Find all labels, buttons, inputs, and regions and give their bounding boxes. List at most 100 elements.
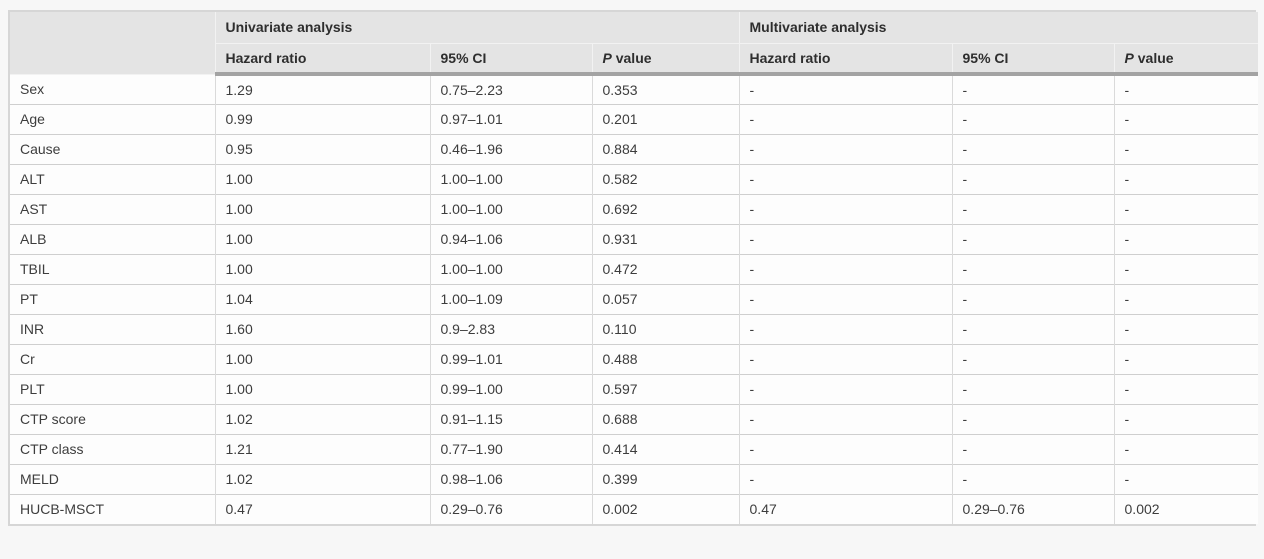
- col-header-uni-p-value: P value: [591, 43, 740, 76]
- uni-hazard-ratio-cell: 1.00: [214, 223, 430, 254]
- variable-cell: CTP score: [10, 403, 215, 434]
- uni-hazard-ratio-cell: 1.02: [214, 463, 430, 494]
- uni-ci-cell: 0.9–2.83: [429, 313, 592, 344]
- uni-ci-cell: 1.00–1.00: [429, 193, 592, 224]
- uni-hazard-ratio-cell: 0.95: [214, 133, 430, 164]
- corner-header-cell: [10, 12, 215, 75]
- uni-ci-cell: 0.99–1.01: [429, 343, 592, 374]
- multi-ci-cell: -: [951, 313, 1115, 344]
- multi-hazard-ratio-cell: -: [738, 373, 953, 404]
- multi-hazard-ratio-cell: -: [738, 283, 953, 314]
- col-header-uni-hazard-ratio: Hazard ratio: [214, 43, 430, 76]
- header-sub-row: Hazard ratio 95% CI P value Hazard ratio…: [10, 43, 1259, 76]
- multi-p-value-cell: -: [1113, 463, 1259, 494]
- variable-cell: HUCB-MSCT: [10, 493, 215, 524]
- multi-p-value-cell: -: [1113, 403, 1259, 434]
- variable-cell: INR: [10, 313, 215, 344]
- multi-p-value-cell: -: [1113, 433, 1259, 464]
- multi-p-value-cell: -: [1113, 313, 1259, 344]
- multi-hazard-ratio-cell: -: [738, 313, 953, 344]
- table-row: AST 1.00 1.00–1.00 0.692- - -: [10, 193, 1259, 224]
- variable-cell: MELD: [10, 463, 215, 494]
- col-header-multi-p-value: P value: [1113, 43, 1259, 76]
- multi-ci-cell: -: [951, 283, 1115, 314]
- uni-hazard-ratio-cell: 1.04: [214, 283, 430, 314]
- uni-p-value-cell: 0.472: [591, 253, 740, 284]
- uni-hazard-ratio-cell: 1.02: [214, 403, 430, 434]
- uni-p-value-cell: 0.414: [591, 433, 740, 464]
- variable-cell: PLT: [10, 373, 215, 404]
- uni-hazard-ratio-cell: 1.00: [214, 373, 430, 404]
- variable-cell: Cause: [10, 133, 215, 164]
- col-header-multi-hazard-ratio: Hazard ratio: [738, 43, 953, 76]
- variable-cell: Sex: [10, 74, 215, 104]
- table-row: Age 0.99 0.97–1.01 0.201- - -: [10, 103, 1259, 134]
- table-row: MELD 1.02 0.98–1.06 0.399- - -: [10, 463, 1259, 494]
- table-row: Cr 1.00 0.99–1.01 0.488- - -: [10, 343, 1259, 374]
- multi-p-value-cell: -: [1113, 163, 1259, 194]
- uni-p-value-cell: 0.110: [591, 313, 740, 344]
- uni-p-value-cell: 0.057: [591, 283, 740, 314]
- multi-ci-cell: -: [951, 103, 1115, 134]
- uni-hazard-ratio-cell: 1.60: [214, 313, 430, 344]
- uni-ci-cell: 0.97–1.01: [429, 103, 592, 134]
- uni-p-value-cell: 0.597: [591, 373, 740, 404]
- multi-p-value-cell: -: [1113, 253, 1259, 284]
- uni-ci-cell: 0.75–2.23: [429, 74, 592, 104]
- p-value-label-rest: value: [1133, 49, 1174, 66]
- multi-ci-cell: -: [951, 253, 1115, 284]
- multi-ci-cell: -: [951, 74, 1115, 104]
- p-value-label-rest: value: [611, 49, 652, 66]
- uni-p-value-cell: 0.931: [591, 223, 740, 254]
- table-row: ALT 1.00 1.00–1.00 0.582- - -: [10, 163, 1259, 194]
- multi-ci-cell: -: [951, 343, 1115, 374]
- uni-ci-cell: 0.29–0.76: [429, 493, 592, 524]
- variable-cell: TBIL: [10, 253, 215, 284]
- table-row: Cause 0.95 0.46–1.96 0.884- - -: [10, 133, 1259, 164]
- variable-cell: ALT: [10, 163, 215, 194]
- uni-p-value-cell: 0.353: [591, 74, 740, 104]
- table-row: CTP score 1.02 0.91–1.15 0.688- - -: [10, 403, 1259, 434]
- multi-ci-cell: -: [951, 223, 1115, 254]
- uni-hazard-ratio-cell: 1.21: [214, 433, 430, 464]
- multi-ci-cell: -: [951, 133, 1115, 164]
- uni-ci-cell: 1.00–1.00: [429, 163, 592, 194]
- multi-hazard-ratio-cell: -: [738, 74, 953, 104]
- multi-hazard-ratio-cell: -: [738, 103, 953, 134]
- group-header-multivariate: Multivariate analysis: [738, 12, 1259, 44]
- multi-ci-cell: -: [951, 373, 1115, 404]
- variable-cell: CTP class: [10, 433, 215, 464]
- multi-hazard-ratio-cell: -: [738, 133, 953, 164]
- table-row: CTP class 1.21 0.77–1.90 0.414- - -: [10, 433, 1259, 464]
- uni-p-value-cell: 0.692: [591, 193, 740, 224]
- uni-ci-cell: 0.98–1.06: [429, 463, 592, 494]
- multi-p-value-cell: 0.002: [1113, 493, 1259, 524]
- uni-hazard-ratio-cell: 1.00: [214, 253, 430, 284]
- table-row: ALB 1.00 0.94–1.06 0.931- - -: [10, 223, 1259, 254]
- multi-hazard-ratio-cell: -: [738, 223, 953, 254]
- multi-hazard-ratio-cell: 0.47: [738, 493, 953, 524]
- uni-p-value-cell: 0.488: [591, 343, 740, 374]
- uni-ci-cell: 0.91–1.15: [429, 403, 592, 434]
- header-group-row: Univariate analysis Multivariate analysi…: [10, 12, 1259, 75]
- multi-p-value-cell: -: [1113, 223, 1259, 254]
- multi-p-value-cell: -: [1113, 343, 1259, 374]
- analysis-table-container: Univariate analysis Multivariate analysi…: [8, 10, 1259, 526]
- multi-ci-cell: -: [951, 193, 1115, 224]
- p-value-italic-letter: P: [1124, 49, 1134, 66]
- uni-p-value-cell: 0.884: [591, 133, 740, 164]
- variable-cell: Cr: [10, 343, 215, 374]
- multi-p-value-cell: -: [1113, 373, 1259, 404]
- table-row: PT 1.04 1.00–1.09 0.057- - -: [10, 283, 1259, 314]
- variable-cell: PT: [10, 283, 215, 314]
- uni-hazard-ratio-cell: 1.00: [214, 193, 430, 224]
- uni-p-value-cell: 0.399: [591, 463, 740, 494]
- multi-p-value-cell: -: [1113, 133, 1259, 164]
- multi-p-value-cell: -: [1113, 74, 1259, 104]
- table-row: HUCB-MSCT 0.47 0.29–0.76 0.002 0.47 0.29–0.76…: [10, 493, 1259, 524]
- table-body: Sex 1.29 0.75–2.23 0.353- - - Age 0.99 0.97–1.01…: [10, 74, 1259, 524]
- group-header-univariate: Univariate analysis: [214, 12, 740, 44]
- multi-ci-cell: -: [951, 403, 1115, 434]
- multi-hazard-ratio-cell: -: [738, 403, 953, 434]
- table-row: PLT 1.00 0.99–1.00 0.597- - -: [10, 373, 1259, 404]
